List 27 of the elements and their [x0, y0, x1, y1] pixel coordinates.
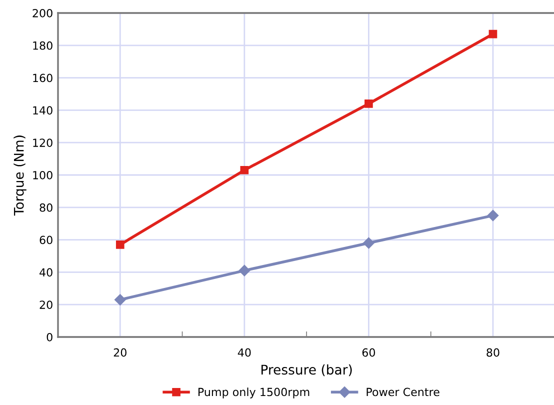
y-tick-label: 120 [33, 138, 52, 147]
legend-label: Pump only 1500rpm [198, 388, 310, 398]
x-axis-title: Pressure (bar) [262, 364, 352, 376]
y-tick-label: 0 [46, 332, 52, 342]
y-tick-label: 80 [40, 203, 52, 212]
y-axis-title: Torque (Nm) [14, 136, 26, 216]
x-tick-label: 20 [114, 348, 126, 357]
point [116, 240, 124, 249]
y-tick-label: 200 [32, 8, 52, 18]
y-tick-label: 20 [40, 300, 52, 309]
point [114, 294, 126, 306]
y-tick-label: 180 [33, 41, 52, 50]
x-tick-label: 80 [486, 348, 500, 357]
point [488, 30, 498, 38]
legend-label: Power Centre [366, 388, 440, 396]
y-tick-label: 40 [40, 268, 52, 277]
y-tick-label: 100 [33, 170, 52, 180]
y-tick-label: 60 [40, 236, 52, 244]
point [363, 237, 374, 249]
point [240, 166, 249, 174]
y-tick-label: 160 [33, 74, 52, 82]
x-tick-label: 60 [362, 348, 376, 357]
point [364, 100, 373, 108]
point [238, 264, 250, 276]
y-tick-label: 140 [33, 106, 52, 115]
point [487, 210, 499, 222]
x-tick-label: 40 [238, 348, 251, 357]
